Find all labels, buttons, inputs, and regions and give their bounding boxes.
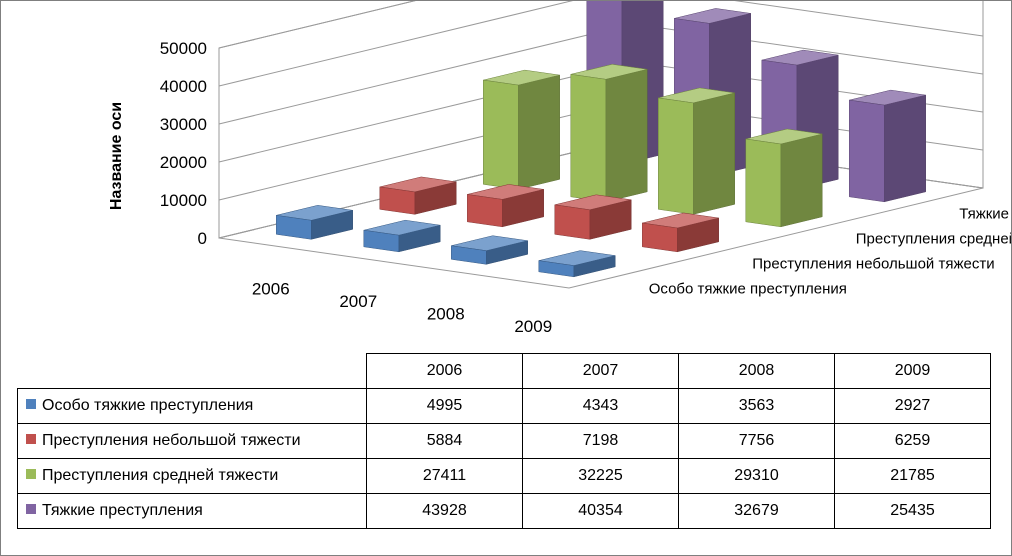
x-category-labels: 2006 2007 2008 2009 (252, 279, 552, 336)
bar (642, 212, 719, 253)
data-table-header-cell: 2009 (834, 353, 991, 389)
y-tick-label: 50000 (160, 39, 207, 58)
bar (745, 128, 823, 228)
x-category-label: 2007 (339, 292, 377, 311)
legend-key (26, 399, 36, 409)
x-category-label: 2006 (252, 279, 290, 298)
data-table-value: 5884 (366, 423, 523, 459)
data-table-header-cell: 2006 (366, 353, 523, 389)
bar (451, 235, 528, 265)
series-depth-label: Тяжкие преступления (959, 206, 1011, 223)
data-table-row: Особо тяжкие преступления 4995 4343 3563 292… (17, 388, 991, 424)
data-table-value: 27411 (366, 458, 523, 494)
bar (658, 87, 735, 215)
legend-key (26, 469, 36, 479)
bar (363, 219, 441, 253)
data-table-row-label: Преступления небольшой тяжести (17, 423, 367, 459)
bar (554, 194, 632, 240)
series-name: Особо тяжкие преступления (42, 397, 254, 414)
y-tick-label: 0 (198, 229, 207, 248)
data-table-value: 6259 (834, 423, 991, 459)
data-table-value: 4995 (366, 388, 523, 424)
data-table-row: Преступления небольшой тяжести 5884 7198 77… (17, 423, 991, 459)
data-table-value: 43928 (366, 493, 523, 529)
x-category-label: 2009 (514, 317, 552, 336)
data-table-header-cell: 2007 (522, 353, 679, 389)
bars (276, 1, 926, 278)
data-table-header-cell: 2008 (678, 353, 835, 389)
bar (379, 176, 457, 215)
data-table-value: 7756 (678, 423, 835, 459)
gridline (218, 1, 984, 87)
data-table-value: 32225 (522, 458, 679, 494)
series-depth-label: Преступления небольшой тяжести (752, 256, 994, 273)
series-depth-labels: Особо тяжкие преступления Преступления не… (649, 206, 1011, 298)
data-table-row-label: Особо тяжкие преступления (17, 388, 367, 424)
data-table-value: 40354 (522, 493, 679, 529)
data-table-value: 25435 (834, 493, 991, 529)
y-tick-label: 10000 (160, 191, 207, 210)
data-table-row: Тяжкие преступления 43928 40354 32679 25435 (17, 493, 991, 529)
bar (849, 89, 926, 203)
data-table-value: 4343 (522, 388, 679, 424)
data-table-value: 2927 (834, 388, 991, 424)
y-tick-label: 20000 (160, 153, 207, 172)
data-table-row-label: Преступления средней тяжести (17, 458, 367, 494)
y-tick-label: 40000 (160, 77, 207, 96)
x-category-label: 2008 (427, 304, 465, 323)
series-depth-label: Преступления средней тяжести (856, 231, 1011, 248)
series-depth-label: Особо тяжкие преступления (649, 281, 847, 298)
bar (276, 205, 353, 240)
legend-key (26, 504, 36, 514)
data-table-value: 32679 (678, 493, 835, 529)
data-table-value: 3563 (678, 388, 835, 424)
y-axis-title: Название оси (108, 102, 125, 210)
y-tick-labels: 0 10000 20000 30000 40000 50000 (160, 39, 207, 248)
data-table-row-label: Тяжкие преступления (17, 493, 367, 529)
bar (483, 69, 560, 190)
data-table-value: 29310 (678, 458, 835, 494)
y-tick-label: 30000 (160, 115, 207, 134)
series-name: Преступления средней тяжести (42, 467, 279, 484)
bar (538, 250, 616, 278)
bar (570, 64, 648, 203)
data-table-value: 7198 (522, 423, 679, 459)
data-table-header-row: 2006 2007 2008 2009 (17, 353, 991, 389)
gridline (218, 1, 416, 49)
series-name: Преступления небольшой тяжести (42, 432, 301, 449)
legend-key (26, 434, 36, 444)
data-table-row: Преступления средней тяжести 27411 32225 29… (17, 458, 991, 494)
data-table-value: 21785 (834, 458, 991, 494)
bar (467, 184, 544, 228)
data-table: 2006 2007 2008 2009 Особо тяжкие преступ… (17, 353, 991, 529)
series-name: Тяжкие преступления (42, 502, 203, 519)
data-table-corner (17, 353, 367, 389)
